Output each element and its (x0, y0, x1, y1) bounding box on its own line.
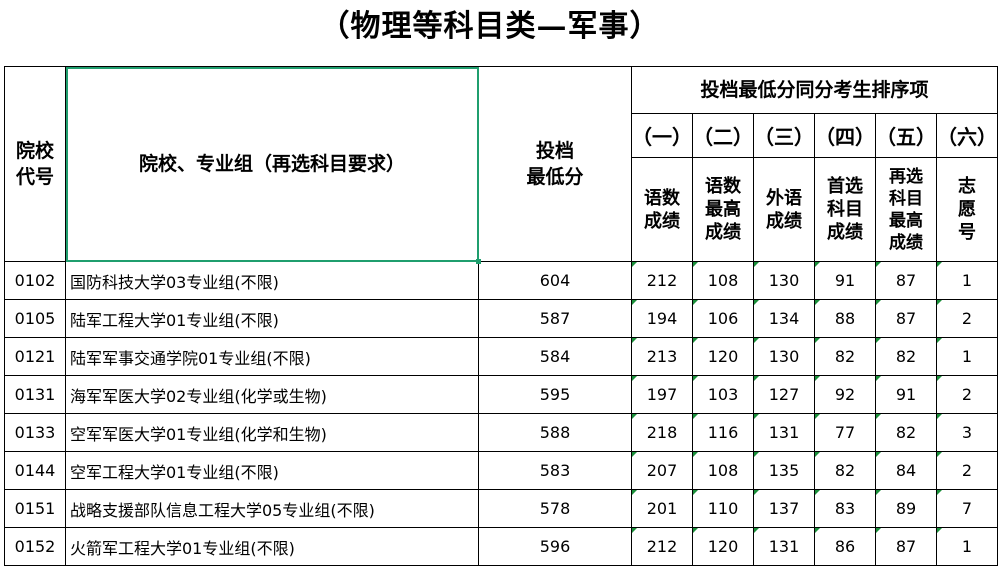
chinese-math-max-cell[interactable]: 120 (692, 337, 754, 376)
min-score-cell[interactable]: 596 (478, 527, 632, 566)
school-group-cell[interactable]: 陆军军事交通学院01专业组(不限) (65, 337, 479, 376)
min-score-cell[interactable]: 578 (478, 489, 632, 528)
foreign-lang-cell[interactable]: 135 (753, 451, 815, 490)
preference-no-cell[interactable]: 1 (936, 527, 998, 566)
school-code-cell[interactable]: 0151 (4, 489, 66, 528)
table-row: 0144 空军工程大学01专业组(不限) 583 207 108 135 82 84 2 (4, 451, 998, 490)
min-score-cell[interactable]: 595 (478, 375, 632, 414)
header-tie-break-num-2[interactable]: （二） (692, 113, 754, 158)
first-subject-cell[interactable]: 77 (814, 413, 876, 452)
school-code-cell[interactable]: 0144 (4, 451, 66, 490)
preference-no-cell[interactable]: 1 (936, 337, 998, 376)
school-code-cell[interactable]: 0133 (4, 413, 66, 452)
first-subject-cell[interactable]: 88 (814, 299, 876, 338)
first-subject-cell[interactable]: 91 (814, 261, 876, 300)
school-code-cell[interactable]: 0131 (4, 375, 66, 414)
header-tie-break[interactable]: 投档最低分同分考生排序项 (631, 66, 998, 114)
preference-no-cell[interactable]: 2 (936, 299, 998, 338)
first-subject-cell[interactable]: 92 (814, 375, 876, 414)
school-group-cell[interactable]: 陆军工程大学01专业组(不限) (65, 299, 479, 338)
chinese-math-max-cell[interactable]: 110 (692, 489, 754, 528)
sheet-title: （物理等科目类—军事） (319, 9, 661, 44)
header-tie-break-num-4[interactable]: （四） (814, 113, 876, 158)
chinese-math-cell[interactable]: 212 (631, 527, 693, 566)
school-group-cell[interactable]: 战略支援部队信息工程大学05专业组(不限) (65, 489, 479, 528)
min-score-cell[interactable]: 587 (478, 299, 632, 338)
second-subject-max-cell[interactable]: 87 (875, 527, 937, 566)
first-subject-cell[interactable]: 83 (814, 489, 876, 528)
foreign-lang-cell[interactable]: 130 (753, 337, 815, 376)
foreign-lang-cell[interactable]: 127 (753, 375, 815, 414)
first-subject-cell[interactable]: 86 (814, 527, 876, 566)
second-subject-max-cell[interactable]: 84 (875, 451, 937, 490)
chinese-math-cell[interactable]: 207 (631, 451, 693, 490)
header-tie-break-label-2[interactable]: 语数 最高 成绩 (692, 157, 754, 262)
school-code-cell[interactable]: 0121 (4, 337, 66, 376)
preference-no-cell[interactable]: 2 (936, 451, 998, 490)
chinese-math-max-cell[interactable]: 108 (692, 261, 754, 300)
second-subject-max-cell[interactable]: 87 (875, 261, 937, 300)
header-tie-break-label-3[interactable]: 外语 成绩 (753, 157, 815, 262)
header-tie-break-num-6[interactable]: （六） (936, 113, 998, 158)
preference-no-cell[interactable]: 1 (936, 261, 998, 300)
min-score-cell[interactable]: 588 (478, 413, 632, 452)
foreign-lang-cell[interactable]: 131 (753, 413, 815, 452)
school-group-cell[interactable]: 空军军医大学01专业组(化学和生物) (65, 413, 479, 452)
header-tie-break-num-5[interactable]: （五） (875, 113, 937, 158)
chinese-math-max-cell[interactable]: 103 (692, 375, 754, 414)
preference-no-cell[interactable]: 7 (936, 489, 998, 528)
second-subject-max-cell[interactable]: 89 (875, 489, 937, 528)
header-min-score[interactable]: 投档 最低分 (478, 66, 632, 262)
preference-no-cell[interactable]: 2 (936, 375, 998, 414)
school-code-cell[interactable]: 0152 (4, 527, 66, 566)
table-row: 0121 陆军军事交通学院01专业组(不限) 584 213 120 130 82 82 1 (4, 337, 998, 376)
chinese-math-cell[interactable]: 213 (631, 337, 693, 376)
chinese-math-cell[interactable]: 212 (631, 261, 693, 300)
preference-no-cell[interactable]: 3 (936, 413, 998, 452)
header-tie-break-label-5[interactable]: 再选 科目 最高 成绩 (875, 157, 937, 262)
school-group-cell[interactable]: 海军军医大学02专业组(化学或生物) (65, 375, 479, 414)
table-row: 0133 空军军医大学01专业组(化学和生物) 588 218 116 131 77 82 3 (4, 413, 998, 452)
second-subject-max-cell[interactable]: 82 (875, 413, 937, 452)
table-row: 0105 陆军工程大学01专业组(不限) 587 194 106 134 88 87 2 (4, 299, 998, 338)
table-row: 0151 战略支援部队信息工程大学05专业组(不限) 578 201 110 137 83 8… (4, 489, 998, 528)
table-row: 0131 海军军医大学02专业组(化学或生物) 595 197 103 127 92 91 2 (4, 375, 998, 414)
header-tie-break-label-1[interactable]: 语数 成绩 (631, 157, 693, 262)
header-tie-break-num-3[interactable]: （三） (753, 113, 815, 158)
header-school-code[interactable]: 院校 代号 (4, 66, 66, 262)
chinese-math-max-cell[interactable]: 106 (692, 299, 754, 338)
selection-fill-handle[interactable] (476, 259, 481, 264)
school-group-cell[interactable]: 空军工程大学01专业组(不限) (65, 451, 479, 490)
first-subject-cell[interactable]: 82 (814, 337, 876, 376)
min-score-cell[interactable]: 583 (478, 451, 632, 490)
chinese-math-cell[interactable]: 201 (631, 489, 693, 528)
school-code-cell[interactable]: 0102 (4, 261, 66, 300)
chinese-math-max-cell[interactable]: 116 (692, 413, 754, 452)
header-tie-break-label-6[interactable]: 志 愿 号 (936, 157, 998, 262)
min-score-cell[interactable]: 604 (478, 261, 632, 300)
school-group-cell[interactable]: 火箭军工程大学01专业组(不限) (65, 527, 479, 566)
school-group-cell[interactable]: 国防科技大学03专业组(不限) (65, 261, 479, 300)
admission-score-table: 院校 代号 院校、专业组（再选科目要求） 投档 最低分 投档最低分同分考生排序项… (4, 66, 998, 566)
second-subject-max-cell[interactable]: 82 (875, 337, 937, 376)
table-row: 0152 火箭军工程大学01专业组(不限) 596 212 120 131 86 87 1 (4, 527, 998, 566)
foreign-lang-cell[interactable]: 131 (753, 527, 815, 566)
school-code-cell[interactable]: 0105 (4, 299, 66, 338)
foreign-lang-cell[interactable]: 134 (753, 299, 815, 338)
foreign-lang-cell[interactable]: 130 (753, 261, 815, 300)
foreign-lang-cell[interactable]: 137 (753, 489, 815, 528)
chinese-math-cell[interactable]: 194 (631, 299, 693, 338)
header-school-group[interactable]: 院校、专业组（再选科目要求） (65, 66, 479, 262)
chinese-math-cell[interactable]: 197 (631, 375, 693, 414)
table-row: 0102 国防科技大学03专业组(不限) 604 212 108 130 91 87 1 (4, 261, 998, 300)
chinese-math-cell[interactable]: 218 (631, 413, 693, 452)
chinese-math-max-cell[interactable]: 120 (692, 527, 754, 566)
min-score-cell[interactable]: 584 (478, 337, 632, 376)
header-tie-break-num-1[interactable]: （一） (631, 113, 693, 158)
header-tie-break-label-4[interactable]: 首选 科目 成绩 (814, 157, 876, 262)
first-subject-cell[interactable]: 82 (814, 451, 876, 490)
chinese-math-max-cell[interactable]: 108 (692, 451, 754, 490)
second-subject-max-cell[interactable]: 91 (875, 375, 937, 414)
second-subject-max-cell[interactable]: 87 (875, 299, 937, 338)
